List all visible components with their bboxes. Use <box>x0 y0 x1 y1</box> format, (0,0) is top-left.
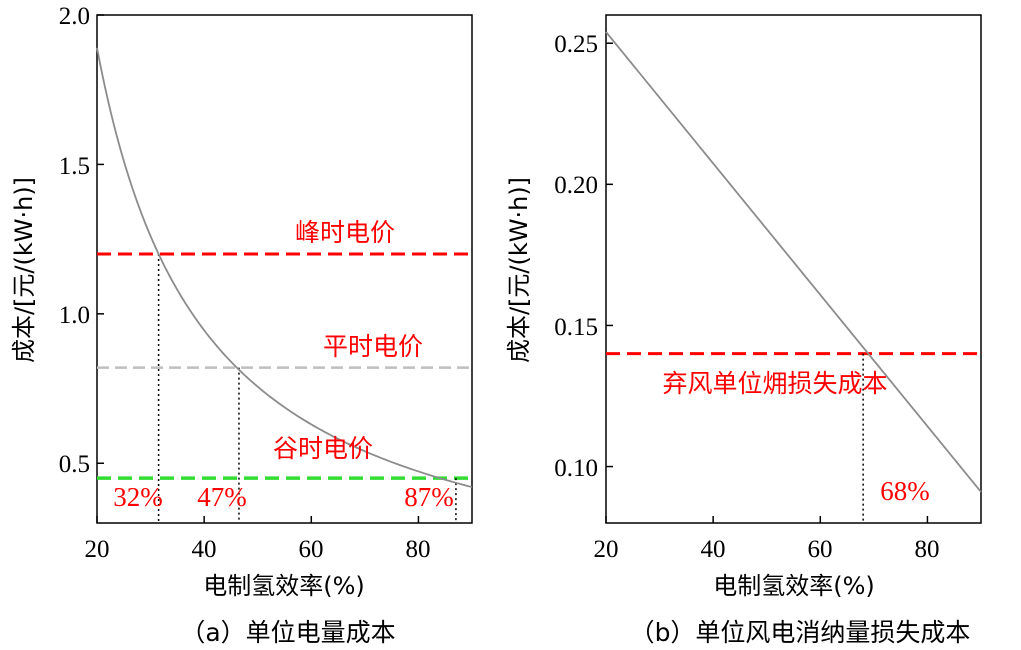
panel-b-x-axis-label: 电制氢效率(%) <box>713 572 875 600</box>
panel-a-unit-electricity-cost: 2.0 1.5 1.0 0.5 20 40 60 80 电制氢效率(%) 成本/… <box>10 3 473 647</box>
panel-a-plot-frame <box>96 14 473 524</box>
panel-a-ytick-label: 0.5 <box>59 451 90 478</box>
flat-price-label: 平时电价 <box>323 332 423 361</box>
panel-a-ytick-label: 2.0 <box>59 3 90 30</box>
panel-b-ytick-label: 0.15 <box>554 314 598 341</box>
panel-b-plot-frame <box>605 14 982 524</box>
panel-b-ytick-label: 0.20 <box>554 172 598 199</box>
panel-a-ytick-label: 1.0 <box>59 302 90 329</box>
panel-b-xtick-label: 20 <box>594 536 619 563</box>
panel-a-caption: （a）单位电量成本 <box>180 618 395 647</box>
panel-a-x-axis-label: 电制氢效率(%) <box>203 572 365 600</box>
panel-b-wind-curtailment-loss-cost: 0.25 0.20 0.15 0.10 20 40 60 80 电制氢效率(%)… <box>505 14 982 647</box>
intersection-87-percent-label: 87% <box>404 482 454 512</box>
panel-a-xtick-label: 60 <box>299 536 324 563</box>
panel-a-xtick-label: 20 <box>85 536 110 563</box>
panel-b-ytick-label: 0.10 <box>554 455 598 482</box>
panel-b-xtick-label: 60 <box>808 536 833 563</box>
panel-a-xtick-label: 80 <box>406 536 431 563</box>
panel-a-xtick-label: 40 <box>192 536 217 563</box>
panel-b-y-axis-label: 成本/[元/(kW·h)] <box>505 177 533 363</box>
panel-a-y-axis-label: 成本/[元/(kW·h)] <box>10 177 38 363</box>
panel-b-ytick-label: 0.25 <box>554 31 598 58</box>
valley-price-label: 谷时电价 <box>273 434 373 463</box>
intersection-32-percent-label: 32% <box>113 482 163 512</box>
panel-b-xtick-label: 40 <box>701 536 726 563</box>
panel-b-caption: （b）单位风电消纳量损失成本 <box>630 618 971 647</box>
peak-price-label: 峰时电价 <box>295 218 395 247</box>
panel-a-series-line <box>96 47 473 489</box>
intersection-68-percent-label: 68% <box>880 476 930 506</box>
panel-b-series-line <box>605 31 982 493</box>
curtailment-exergy-loss-label: 弃风单位㶲损失成本 <box>662 369 887 398</box>
panel-a-ytick-label: 1.5 <box>59 153 90 180</box>
panel-b-xtick-label: 80 <box>915 536 940 563</box>
intersection-47-percent-label: 47% <box>197 482 247 512</box>
